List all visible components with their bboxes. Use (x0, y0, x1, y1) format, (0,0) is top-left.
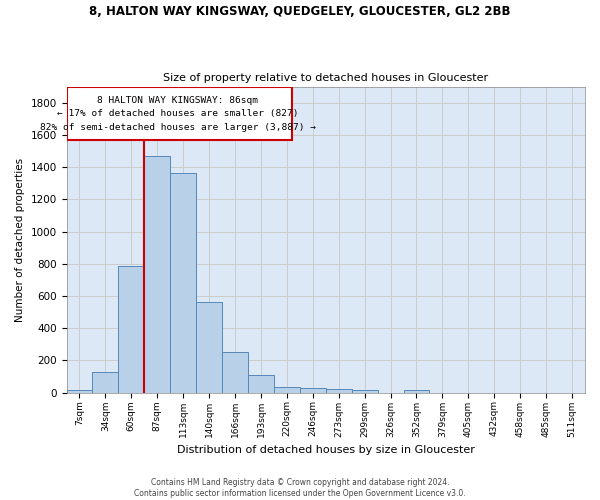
Bar (274, 387, 300, 392)
Bar (404, 390, 430, 392)
Bar (170, 172, 196, 392)
Bar (67, 86, 292, 140)
Text: 8 HALTON WAY KINGSWAY: 86sqm: 8 HALTON WAY KINGSWAY: 86sqm (97, 96, 259, 104)
Bar (352, 390, 377, 392)
Title: Size of property relative to detached houses in Gloucester: Size of property relative to detached ho… (163, 73, 488, 83)
Bar (92, 372, 118, 392)
Text: Contains HM Land Registry data © Crown copyright and database right 2024.
Contai: Contains HM Land Registry data © Crown c… (134, 478, 466, 498)
X-axis label: Distribution of detached houses by size in Gloucester: Distribution of detached houses by size … (177, 445, 475, 455)
Bar (300, 388, 326, 392)
Text: 82% of semi-detached houses are larger (3,887) →: 82% of semi-detached houses are larger (… (40, 123, 316, 132)
Bar (222, 352, 248, 393)
Bar (248, 375, 274, 392)
Text: 8, HALTON WAY KINGSWAY, QUEDGELEY, GLOUCESTER, GL2 2BB: 8, HALTON WAY KINGSWAY, QUEDGELEY, GLOUC… (89, 5, 511, 18)
Y-axis label: Number of detached properties: Number of detached properties (15, 158, 25, 322)
Bar (326, 390, 352, 392)
Text: ← 17% of detached houses are smaller (827): ← 17% of detached houses are smaller (82… (57, 110, 299, 118)
Bar (196, 302, 222, 392)
Bar (144, 156, 170, 392)
Bar (118, 266, 144, 392)
Bar (67, 390, 92, 392)
